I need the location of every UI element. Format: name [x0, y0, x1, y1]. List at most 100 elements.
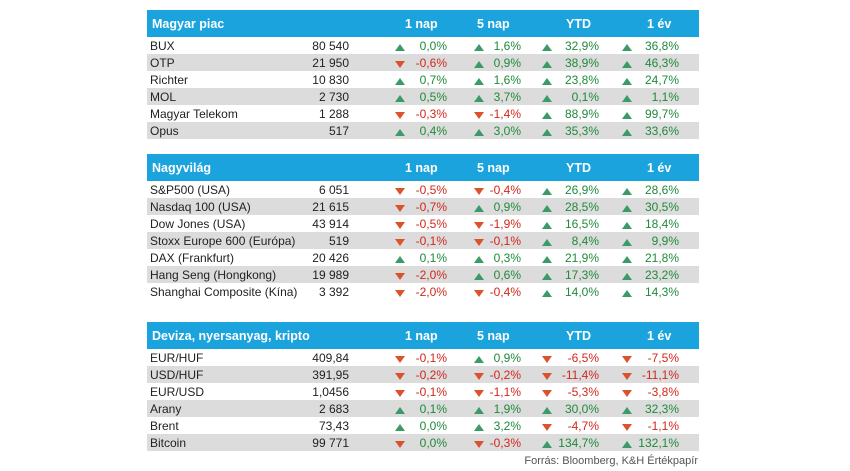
change-d5: -0,1%: [489, 234, 521, 248]
change-ytd: -5,3%: [567, 385, 599, 399]
instrument-name: DAX (Frankfurt): [150, 251, 235, 265]
change-y1: 23,2%: [644, 268, 679, 282]
change-d1: 0,1%: [419, 251, 447, 265]
arrow-down-icon: [395, 205, 405, 212]
change-d1: 0,0%: [419, 436, 447, 450]
table-row: Bitcoin 99 771 0,0% -0,3% 134,7% 132,1%: [147, 434, 699, 451]
table-row: Richter 10 830 0,7% 1,6% 23,8% 24,7%: [147, 71, 699, 88]
table-row: Shanghai Composite (Kína) 3 392 -2,0% -0,4%…: [147, 283, 699, 300]
change-d1: -0,5%: [415, 183, 447, 197]
section-title: Deviza, nyersanyag, kripto: [152, 329, 310, 343]
instrument-name: EUR/HUF: [150, 351, 204, 365]
arrow-up-icon: [542, 205, 552, 212]
instrument-value: 2 730: [318, 90, 349, 104]
change-d5: 1,9%: [493, 402, 521, 416]
change-d5: -0,4%: [489, 285, 521, 299]
arrow-down-icon: [542, 390, 552, 397]
section-table: Magyar piac 1 nap 5 nap YTD 1 év BUX 80 540 0,0…: [147, 10, 699, 139]
arrow-up-icon: [395, 95, 405, 102]
change-d1: -0,5%: [415, 217, 447, 231]
change-y1: 30,5%: [644, 200, 679, 214]
arrow-down-icon: [474, 373, 484, 380]
instrument-name: S&P500 (USA): [150, 183, 231, 197]
change-y1: 24,7%: [644, 73, 679, 87]
instrument-name: USD/HUF: [150, 368, 204, 382]
arrow-up-icon: [622, 188, 632, 195]
change-y1: -11,1%: [641, 368, 679, 382]
source-note: Forrás: Bloomberg, K&H Értékpapír: [524, 455, 698, 467]
section-header: Magyar piac 1 nap 5 nap YTD 1 év: [147, 10, 699, 37]
change-d5: -0,4%: [489, 183, 521, 197]
arrow-up-icon: [622, 78, 632, 85]
arrow-up-icon: [622, 407, 632, 414]
arrow-up-icon: [474, 256, 484, 263]
change-y1: 32,3%: [644, 402, 679, 416]
arrow-up-icon: [542, 273, 552, 280]
arrow-up-icon: [474, 273, 484, 280]
col-header-d5: 5 nap: [477, 329, 510, 343]
table-row: MOL 2 730 0,5% 3,7% 0,1% 1,1%: [147, 88, 699, 105]
arrow-up-icon: [395, 44, 405, 51]
change-ytd: -4,7%: [567, 419, 599, 433]
arrow-down-icon: [542, 424, 552, 431]
change-ytd: 23,8%: [564, 73, 599, 87]
arrow-down-icon: [622, 373, 632, 380]
change-ytd: 88,9%: [564, 107, 599, 121]
instrument-name: Stoxx Europe 600 (Európa): [150, 234, 296, 248]
table-row: Nasdaq 100 (USA) 21 615 -0,7% 0,9% 28,5% 30,5…: [147, 198, 699, 215]
arrow-up-icon: [622, 61, 632, 68]
arrow-up-icon: [474, 424, 484, 431]
arrow-down-icon: [395, 112, 405, 119]
arrow-down-icon: [474, 390, 484, 397]
instrument-value: 517: [328, 124, 349, 138]
change-d5: -1,9%: [489, 217, 521, 231]
arrow-up-icon: [395, 256, 405, 263]
arrow-up-icon: [542, 407, 552, 414]
table-row: BUX 80 540 0,0% 1,6% 32,9% 36,8%: [147, 37, 699, 54]
table-row: Brent 73,43 0,0% 3,2% -4,7% -1,1%: [147, 417, 699, 434]
change-d5: 0,6%: [493, 268, 521, 282]
change-d1: -0,3%: [415, 107, 447, 121]
table-row: OTP 21 950 -0,6% 0,9% 38,9% 46,3%: [147, 54, 699, 71]
arrow-up-icon: [622, 290, 632, 297]
instrument-value: 73,43: [318, 419, 349, 433]
section-table: Nagyvilág 1 nap 5 nap YTD 1 év S&P500 (USA) 6 …: [147, 154, 699, 300]
change-ytd: -11,4%: [561, 368, 599, 382]
table-row: USD/HUF 391,95 -0,2% -0,2% -11,4% -11,1%: [147, 366, 699, 383]
instrument-name: Dow Jones (USA): [150, 217, 246, 231]
change-y1: 28,6%: [644, 183, 679, 197]
arrow-down-icon: [395, 373, 405, 380]
instrument-value: 21 950: [312, 56, 349, 70]
table-row: DAX (Frankfurt) 20 426 0,1% 0,3% 21,9% 21,8%: [147, 249, 699, 266]
change-y1: 99,7%: [644, 107, 679, 121]
change-d1: 0,1%: [419, 402, 447, 416]
section-table: Deviza, nyersanyag, kripto 1 nap 5 nap YTD 1…: [147, 322, 699, 451]
instrument-value: 1 288: [318, 107, 349, 121]
arrow-up-icon: [542, 129, 552, 136]
instrument-value: 21 615: [312, 200, 349, 214]
arrow-up-icon: [542, 95, 552, 102]
col-header-ytd: YTD: [566, 329, 591, 343]
change-ytd: 17,3%: [564, 268, 599, 282]
arrow-up-icon: [542, 441, 552, 448]
change-ytd: 21,9%: [564, 251, 599, 265]
change-ytd: 32,9%: [564, 39, 599, 53]
arrow-up-icon: [542, 112, 552, 119]
arrow-down-icon: [474, 222, 484, 229]
change-d5: 1,6%: [493, 39, 521, 53]
change-d5: -1,1%: [489, 385, 521, 399]
change-d1: -0,1%: [415, 385, 447, 399]
table-row: S&P500 (USA) 6 051 -0,5% -0,4% 26,9% 28,6%: [147, 181, 699, 198]
arrow-up-icon: [542, 188, 552, 195]
instrument-name: Hang Seng (Hongkong): [150, 268, 277, 282]
arrow-down-icon: [395, 356, 405, 363]
col-header-d5: 5 nap: [477, 17, 510, 31]
arrow-up-icon: [622, 205, 632, 212]
arrow-down-icon: [474, 290, 484, 297]
change-ytd: 8,4%: [571, 234, 599, 248]
table-row: Magyar Telekom 1 288 -0,3% -1,4% 88,9% 99,7%: [147, 105, 699, 122]
col-header-d1: 1 nap: [405, 329, 438, 343]
arrow-down-icon: [622, 356, 632, 363]
instrument-value: 80 540: [312, 39, 349, 53]
col-header-d1: 1 nap: [405, 161, 438, 175]
